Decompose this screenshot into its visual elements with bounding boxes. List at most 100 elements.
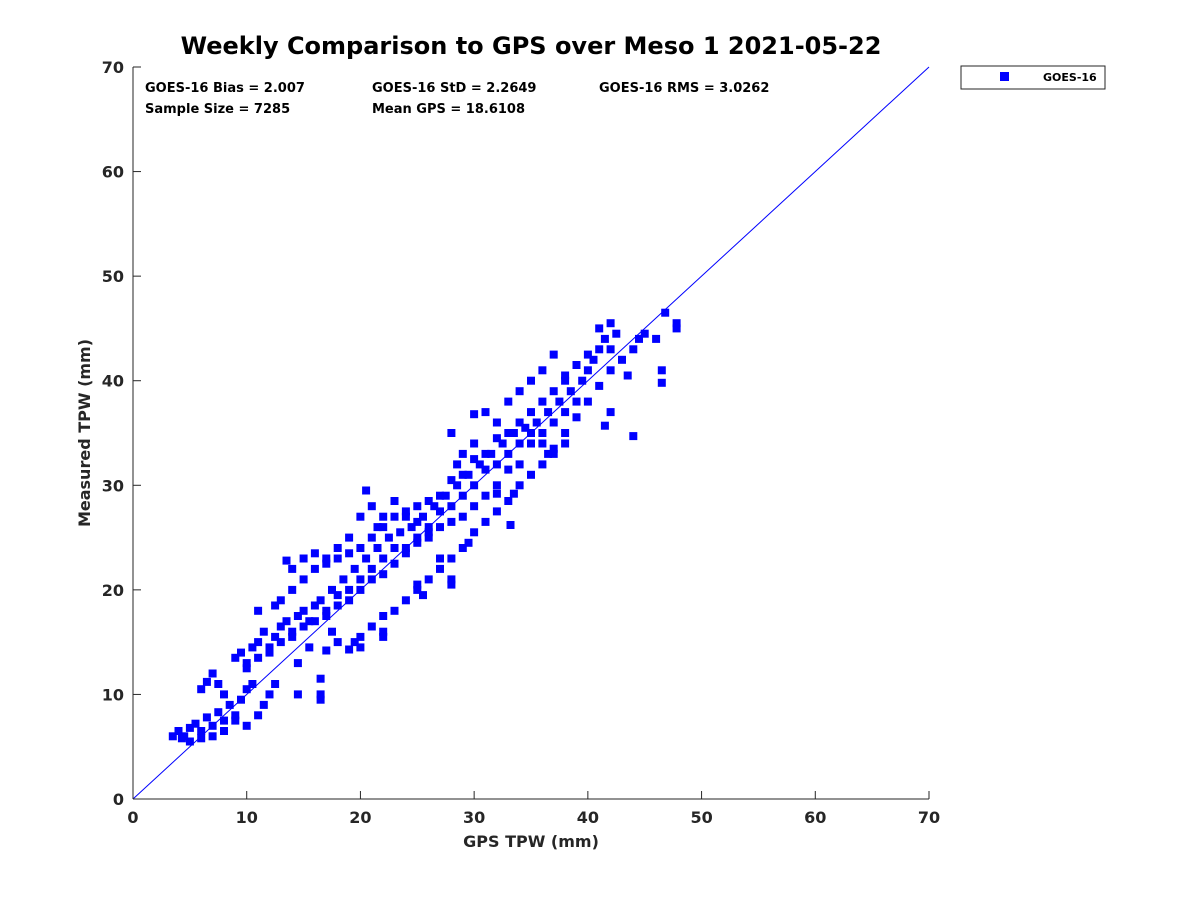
scatter-point bbox=[436, 507, 444, 516]
scatter-point bbox=[413, 580, 422, 589]
scatter-point bbox=[481, 465, 490, 474]
scatter-point bbox=[220, 716, 228, 725]
scatter-point bbox=[504, 397, 513, 406]
x-tick-label: 20 bbox=[349, 808, 371, 827]
scatter-point bbox=[276, 622, 285, 631]
scatter-point bbox=[424, 575, 433, 584]
scatter-point bbox=[345, 533, 354, 542]
scatter-point bbox=[612, 329, 621, 338]
scatter-point bbox=[168, 732, 177, 741]
scatter-point bbox=[367, 575, 376, 584]
scatter-point bbox=[555, 397, 564, 406]
scatter-point bbox=[532, 418, 541, 427]
scatter-point bbox=[509, 489, 518, 498]
scatter-point bbox=[350, 638, 359, 647]
scatter-point bbox=[333, 544, 342, 552]
scatter-point bbox=[214, 680, 223, 688]
scatter-point bbox=[208, 721, 217, 730]
scatter-point bbox=[293, 612, 302, 620]
scatter-point bbox=[373, 523, 382, 532]
chart-title: Weekly Comparison to GPS over Meso 1 202… bbox=[181, 32, 882, 60]
scatter-point bbox=[333, 554, 342, 563]
scatter-point bbox=[345, 596, 354, 605]
scatter-point bbox=[356, 643, 365, 652]
scatter-point bbox=[606, 408, 615, 417]
scatter-point bbox=[237, 648, 245, 657]
scatter-point bbox=[339, 575, 348, 584]
stat-sample-size: Sample Size = 7285 bbox=[145, 102, 290, 117]
scatter-point bbox=[657, 366, 666, 375]
scatter-point bbox=[293, 690, 302, 699]
scatter-point bbox=[515, 418, 524, 427]
stats-annotations: GOES-16 Bias = 2.007 GOES-16 StD = 2.264… bbox=[145, 81, 769, 117]
scatter-point bbox=[464, 538, 473, 547]
scatter-point bbox=[424, 528, 433, 537]
scatter-point bbox=[259, 700, 268, 709]
scatter-point bbox=[265, 643, 274, 652]
legend: GOES-16 bbox=[960, 65, 1106, 90]
scatter-point bbox=[322, 606, 331, 615]
x-tick-label: 50 bbox=[690, 808, 712, 827]
scatter-point bbox=[202, 713, 211, 722]
scatter-point bbox=[492, 418, 501, 427]
scatter-point bbox=[208, 669, 217, 678]
scatter-point bbox=[254, 653, 263, 662]
scatter-point bbox=[515, 439, 524, 448]
scatter-point bbox=[390, 544, 399, 552]
x-tick-label: 10 bbox=[236, 808, 258, 827]
x-axis-label: GPS TPW (mm) bbox=[463, 832, 599, 851]
scatter-point bbox=[299, 554, 308, 563]
scatter-point bbox=[419, 591, 427, 600]
x-tick-label: 0 bbox=[127, 808, 138, 827]
scatter-point bbox=[447, 429, 456, 437]
scatter-point bbox=[424, 497, 433, 505]
scatter-point bbox=[672, 319, 681, 328]
scatter-point bbox=[237, 695, 245, 704]
scatter-point bbox=[606, 319, 615, 328]
scatter-point bbox=[316, 596, 325, 605]
stat-rms: GOES-16 RMS = 3.0262 bbox=[599, 81, 769, 96]
scatter-point bbox=[345, 645, 354, 654]
scatter-point bbox=[487, 449, 496, 458]
scatter-point bbox=[413, 517, 422, 526]
scatter-point bbox=[481, 517, 490, 526]
scatter-point bbox=[538, 429, 547, 437]
scatter-point bbox=[390, 512, 399, 521]
scatter-point bbox=[401, 596, 410, 605]
scatter-point bbox=[629, 432, 638, 441]
scatter-point bbox=[231, 716, 240, 725]
y-tick-label: 50 bbox=[102, 267, 124, 286]
scatter-point bbox=[242, 685, 251, 694]
scatter-point bbox=[322, 646, 331, 655]
scatter-point bbox=[288, 632, 297, 641]
scatter-point bbox=[595, 324, 604, 333]
scatter-point bbox=[310, 601, 319, 610]
scatter-point bbox=[174, 727, 183, 735]
scatter-point bbox=[458, 544, 467, 552]
y-tick-label: 10 bbox=[102, 685, 124, 704]
scatter-point bbox=[202, 677, 211, 686]
scatter-point bbox=[549, 387, 558, 396]
scatter-point bbox=[549, 350, 558, 359]
scatter-point bbox=[447, 580, 456, 589]
scatter-point bbox=[561, 408, 570, 417]
scatter-point bbox=[345, 549, 354, 558]
scatter-point bbox=[384, 533, 393, 542]
stat-std: GOES-16 StD = 2.2649 bbox=[372, 81, 536, 96]
x-tick-label: 60 bbox=[804, 808, 826, 827]
scatter-point bbox=[242, 664, 251, 673]
scatter-point bbox=[538, 439, 547, 448]
x-tick-label: 70 bbox=[918, 808, 940, 827]
scatter-point bbox=[561, 439, 570, 448]
scatter-point bbox=[661, 308, 670, 317]
scatter-point bbox=[276, 596, 285, 605]
scatter-point bbox=[333, 601, 342, 610]
x-tick-label: 30 bbox=[463, 808, 485, 827]
scatter-point bbox=[458, 491, 467, 500]
scatter-point bbox=[185, 723, 194, 732]
scatter-point bbox=[566, 387, 575, 396]
scatter-point bbox=[322, 612, 331, 620]
scatter-point bbox=[259, 627, 268, 636]
scatter-point bbox=[527, 439, 535, 448]
